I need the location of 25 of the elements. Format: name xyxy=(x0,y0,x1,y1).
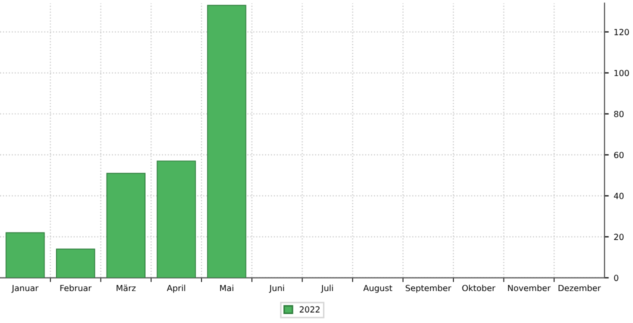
x-tick-label: Juli xyxy=(320,284,333,293)
bar xyxy=(6,232,45,278)
bar xyxy=(56,248,96,278)
y-tick-label: 120 xyxy=(614,28,629,36)
x-tick-label: November xyxy=(508,284,551,292)
y-tick-label: 0 xyxy=(614,274,618,282)
y-tick-label: 100 xyxy=(614,70,629,76)
bar xyxy=(156,160,196,278)
x-tick-label: April xyxy=(166,284,186,293)
y-tick-label: 60 xyxy=(614,152,624,158)
x-tick-label: Februar xyxy=(60,284,92,292)
x-tick-label: August xyxy=(363,284,392,293)
legend-label: 2022 xyxy=(300,306,320,313)
x-tick-label: Januar xyxy=(11,284,39,293)
bar xyxy=(207,4,246,278)
y-tick-label: 80 xyxy=(614,110,624,118)
x-tick-label: Mai xyxy=(220,284,234,292)
x-tick-label: Oktober xyxy=(462,284,496,292)
bar xyxy=(106,172,146,278)
x-tick-label: Juni xyxy=(268,284,284,293)
y-tick-label: 20 xyxy=(614,234,624,240)
x-tick-label: Dezember xyxy=(558,284,601,292)
x-tick-label: März xyxy=(116,284,136,292)
y-tick-label: 40 xyxy=(614,192,624,200)
x-tick-label: September xyxy=(406,284,452,293)
